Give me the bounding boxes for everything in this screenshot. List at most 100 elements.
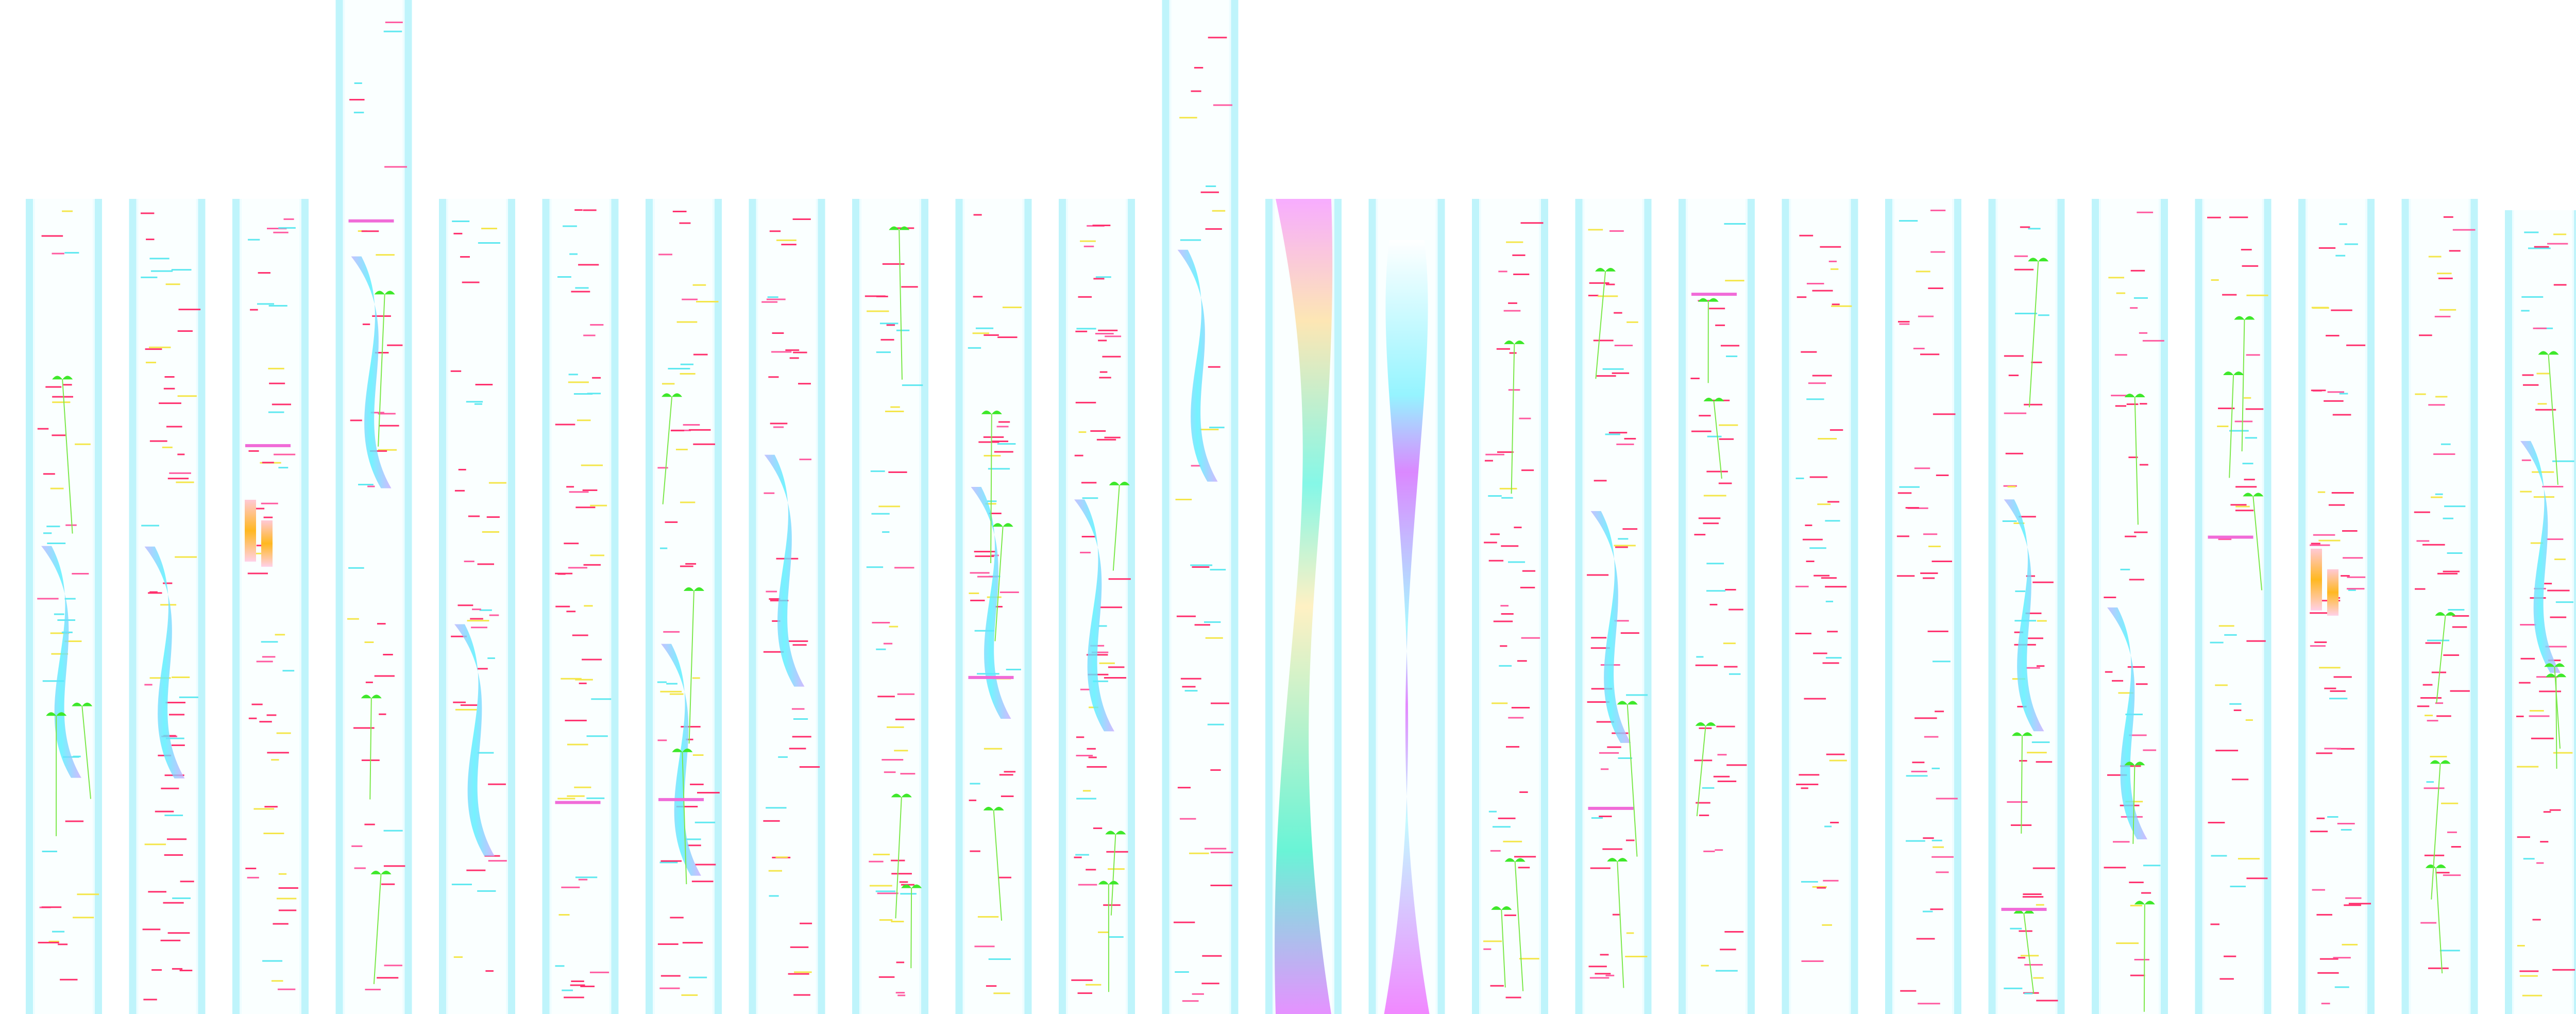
label-dash — [670, 917, 684, 919]
label-dash — [354, 82, 362, 84]
label-dash — [1916, 938, 1935, 940]
label-dash — [2219, 978, 2234, 980]
label-dash — [1508, 717, 1524, 719]
label-dash — [676, 805, 698, 807]
label-dash — [788, 640, 808, 642]
label-dash — [276, 898, 297, 900]
label-dash — [2533, 327, 2547, 329]
label-dash — [273, 231, 289, 233]
label-dash — [1614, 345, 1633, 347]
label-dash — [1801, 881, 1818, 883]
label-dash — [1703, 495, 1726, 497]
label-dash — [1078, 431, 1087, 433]
label-dash — [867, 310, 889, 312]
label-dash — [685, 838, 701, 840]
label-dash — [2447, 831, 2457, 833]
label-dash — [1099, 371, 1108, 373]
green-node — [1098, 881, 1119, 885]
label-dash — [362, 323, 370, 325]
label-dash — [2246, 877, 2268, 880]
label-dash — [2414, 511, 2430, 513]
label-dash — [896, 961, 905, 964]
label-dash — [2032, 867, 2055, 869]
label-dash — [1897, 492, 1912, 494]
label-dash — [901, 286, 918, 288]
label-dash — [48, 940, 59, 942]
label-dash — [1726, 764, 1747, 766]
label-dash — [364, 641, 374, 643]
label-dash — [682, 942, 703, 944]
label-dash — [563, 225, 577, 227]
label-dash — [974, 630, 994, 632]
label-dash — [1594, 480, 1607, 482]
label-dash — [2348, 903, 2371, 905]
link — [2023, 913, 2035, 994]
label-dash — [165, 702, 185, 704]
label-dash — [557, 276, 571, 278]
label-dash — [1200, 429, 1219, 431]
flow-band — [1275, 199, 1333, 1014]
label-dash — [2319, 667, 2341, 669]
label-dash — [1099, 377, 1111, 379]
label-dash — [378, 413, 396, 415]
label-dash — [2137, 211, 2154, 213]
label-dash — [580, 985, 595, 987]
label-dash — [785, 349, 800, 351]
strip-inner — [655, 199, 713, 1014]
flow-band — [454, 624, 495, 856]
strip-edge — [95, 199, 102, 1014]
strip-edge — [1988, 199, 1996, 1014]
strip-edge — [1851, 199, 1858, 1014]
label-dash — [1173, 921, 1195, 923]
label-dash — [1724, 223, 1746, 225]
label-dash — [38, 941, 59, 943]
label-dash — [2522, 994, 2543, 996]
label-dash — [578, 264, 599, 266]
label-dash — [1825, 520, 1840, 522]
green-node — [981, 410, 1002, 414]
link — [62, 379, 73, 534]
strip-edge — [1128, 199, 1135, 1014]
strip-edge — [2161, 199, 2168, 1014]
label-dash — [2533, 496, 2554, 498]
label-dash — [2443, 654, 2460, 656]
label-dash — [776, 239, 796, 241]
label-dash — [2028, 637, 2043, 639]
label-dash — [870, 470, 885, 472]
label-dash — [565, 719, 587, 721]
label-dash — [2032, 581, 2054, 583]
label-dash — [2116, 942, 2139, 944]
block — [2327, 569, 2338, 616]
label-dash — [1517, 660, 1527, 662]
green-node — [361, 695, 382, 699]
label-dash — [142, 928, 161, 931]
strip — [439, 199, 515, 1014]
label-dash — [248, 450, 259, 452]
label-dash — [1825, 586, 1847, 588]
label-dash — [1078, 884, 1097, 886]
label-dash — [485, 970, 494, 972]
label-dash — [2245, 437, 2257, 439]
label-dash — [571, 291, 590, 293]
label-dash — [2324, 400, 2344, 402]
label-dash — [1484, 460, 1493, 462]
label-dash — [659, 861, 678, 864]
green-node — [1504, 858, 1526, 862]
label-dash — [1823, 880, 1839, 882]
label-dash — [2005, 452, 2024, 454]
label-dash — [2517, 944, 2525, 947]
label-dash — [477, 668, 488, 670]
label-dash — [877, 892, 899, 894]
label-dash — [2229, 216, 2248, 218]
label-dash — [2235, 510, 2254, 512]
label-dash — [873, 853, 890, 855]
label-dash — [1703, 850, 1715, 852]
label-dash — [72, 572, 89, 574]
label-dash — [1725, 280, 1744, 282]
label-dash — [1080, 240, 1096, 242]
label-dash — [970, 572, 990, 574]
label-dash — [788, 973, 809, 975]
label-dash — [1920, 572, 1938, 574]
label-dash — [450, 370, 462, 372]
label-dash — [1591, 637, 1607, 639]
